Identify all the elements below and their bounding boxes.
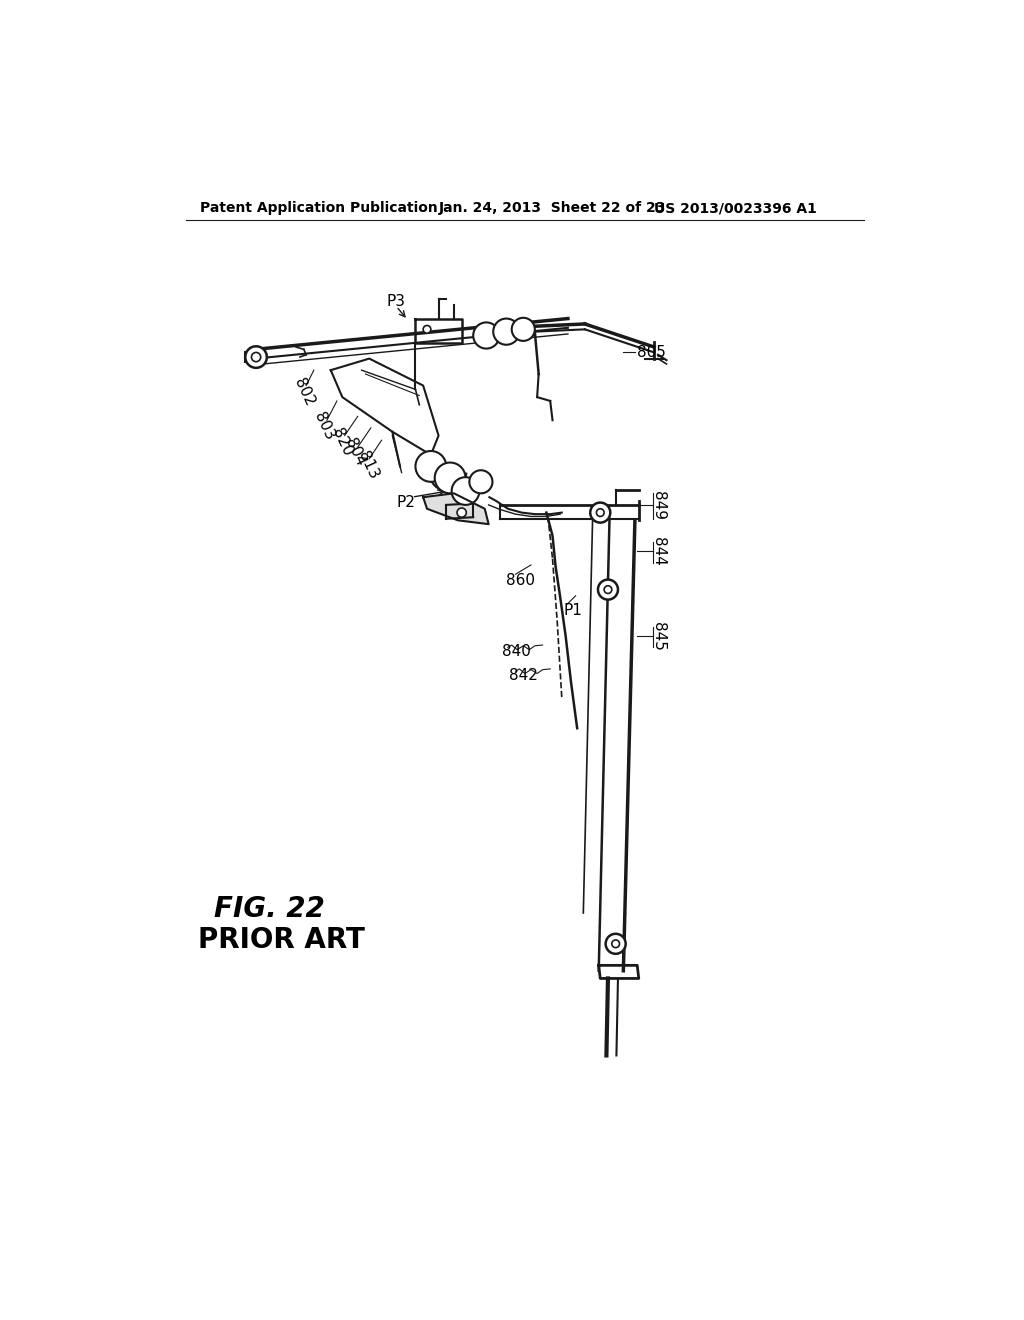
Text: P3: P3 [387,294,406,309]
Text: 842: 842 [509,668,539,684]
Circle shape [494,318,519,345]
Circle shape [512,318,535,341]
Text: 804: 804 [342,437,369,469]
Circle shape [452,478,479,506]
Text: 845: 845 [651,622,667,651]
Text: US 2013/0023396 A1: US 2013/0023396 A1 [654,202,817,215]
Text: 805: 805 [637,345,666,360]
Text: Patent Application Publication: Patent Application Publication [200,202,437,215]
Text: FIG. 22: FIG. 22 [214,895,325,923]
Text: 840: 840 [502,644,530,659]
Circle shape [473,322,500,348]
Circle shape [611,940,620,948]
Circle shape [416,451,446,482]
Text: PRIOR ART: PRIOR ART [199,925,366,954]
Text: 820: 820 [330,425,355,458]
Circle shape [252,352,261,362]
Text: 849: 849 [651,491,667,520]
Circle shape [457,508,466,517]
Text: 844: 844 [651,537,667,566]
Text: 803: 803 [311,411,338,442]
Text: 813: 813 [354,449,381,482]
Text: P1: P1 [563,603,583,618]
Circle shape [604,586,611,594]
Polygon shape [423,494,488,524]
Text: 860: 860 [506,573,536,587]
Circle shape [435,462,466,494]
Circle shape [598,579,617,599]
Text: P2: P2 [396,495,416,510]
Text: 802: 802 [292,376,317,409]
Text: Jan. 24, 2013  Sheet 22 of 23: Jan. 24, 2013 Sheet 22 of 23 [438,202,666,215]
Circle shape [605,933,626,954]
Circle shape [596,508,604,516]
Circle shape [590,503,610,523]
Circle shape [423,326,431,333]
Circle shape [469,470,493,494]
Circle shape [246,346,267,368]
